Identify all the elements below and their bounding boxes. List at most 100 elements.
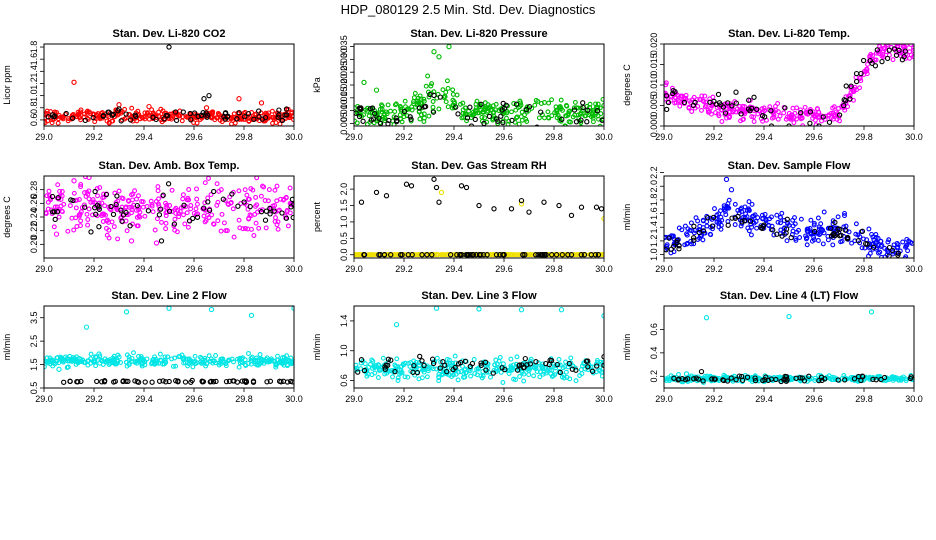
data-point [464,118,470,124]
data-point [129,207,135,213]
data-point [44,108,50,114]
data-point [453,371,459,377]
plot-frame [353,43,605,127]
y-tick-label: 1.4 [29,65,39,78]
data-point [426,94,432,100]
data-point [524,362,530,368]
data-point [361,367,368,374]
data-point [568,212,575,219]
data-point [676,376,682,382]
x-tick-label: 29.6 [805,132,823,142]
x-tick-label: 29.8 [855,132,873,142]
data-point [879,242,885,248]
data-point [819,228,825,234]
data-point [686,104,692,110]
data-point [486,113,493,120]
data-point [385,356,392,362]
x-tick-label: 29.0 [345,132,363,142]
data-point [140,199,146,205]
data-point [221,220,227,226]
data-point [784,216,790,222]
data-point [206,92,212,99]
data-point [816,377,822,384]
data-point [673,95,679,101]
data-point [467,363,473,370]
data-point [664,376,669,382]
data-point [256,108,262,114]
data-point [748,232,754,238]
data-point [493,116,500,122]
data-point [96,224,102,230]
data-point [411,358,417,364]
data-point [94,378,100,385]
plot-frame [43,305,295,389]
y-tick-label: 0.005 [649,94,659,117]
data-point [786,313,792,320]
data-point [484,252,490,258]
data-point [254,176,260,181]
data-point [552,372,558,378]
data-point [867,250,873,256]
data-point [411,95,417,101]
data-point [513,377,518,383]
data-point [216,360,222,366]
data-point [358,106,364,113]
data-point [462,366,468,372]
data-point [172,109,179,115]
data-point [392,368,398,375]
data-point [137,209,143,215]
data-point [700,228,707,234]
data-point [273,209,278,215]
data-point [401,114,407,120]
data-point [219,119,225,125]
data-point [194,196,200,202]
data-point [71,178,77,184]
data-point [194,201,200,207]
data-point [288,360,294,366]
data-point [500,119,506,126]
data-point [881,374,888,381]
data-point [884,375,890,381]
data-point [903,244,908,250]
data-point [522,355,528,362]
data-point [388,252,394,258]
data-point [472,116,478,123]
data-point [243,363,249,368]
data-point [101,211,107,217]
data-point [549,97,555,103]
data-point [55,182,61,188]
y-tick-label: 0.22 [29,222,39,240]
data-point [236,217,242,223]
data-point [778,220,783,226]
data-point [84,110,90,116]
x-tick-label: 29.0 [655,264,673,274]
data-point [275,357,281,363]
data-point [841,102,847,109]
data-point [835,214,841,220]
data-point [402,98,408,104]
y-tick-label: 0.010 [649,74,659,97]
data-point [418,112,424,118]
data-point [149,379,155,385]
data-point [236,110,242,116]
data-point [82,204,88,210]
data-point [763,216,769,222]
data-point [455,111,461,117]
x-tick-label: 29.6 [185,132,203,142]
data-point [184,210,190,216]
data-point [111,379,117,385]
data-point [691,376,697,382]
x-tick-label: 29.2 [705,264,723,274]
data-point [559,252,565,258]
data-point [267,378,274,384]
data-point [288,204,294,210]
data-point [584,110,590,116]
data-point [445,104,451,110]
data-point [664,247,669,253]
data-points [354,176,604,258]
data-point [408,116,414,122]
data-point [779,233,785,239]
data-point [464,115,471,121]
data-point [763,374,769,380]
plot-frame [43,175,295,259]
